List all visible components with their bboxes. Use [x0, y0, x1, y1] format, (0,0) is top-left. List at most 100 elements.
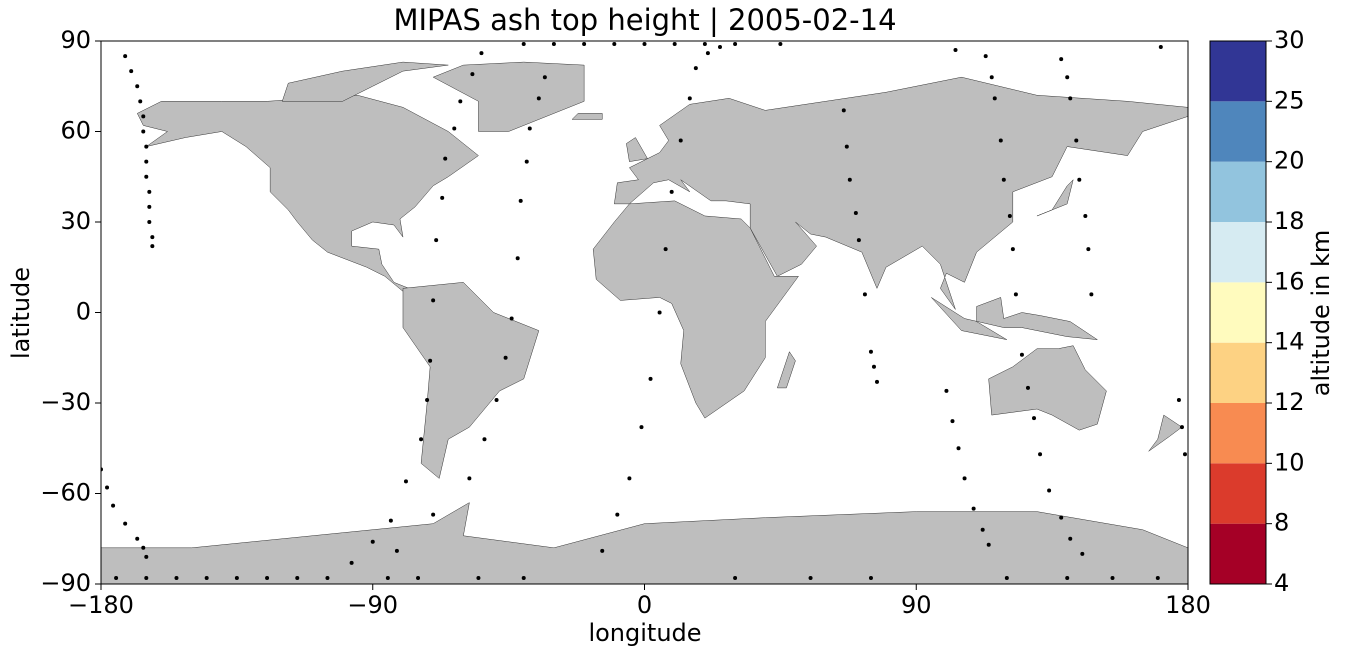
data-point — [467, 476, 472, 481]
y-tick-label: 0 — [76, 298, 91, 326]
data-point — [956, 446, 961, 451]
colorbar-tick-label: 25 — [1274, 86, 1305, 114]
data-point — [138, 99, 143, 104]
data-point — [678, 138, 683, 143]
colorbar-tick-label: 16 — [1274, 267, 1305, 295]
data-point — [642, 42, 647, 47]
data-point — [482, 437, 487, 442]
data-point — [717, 45, 722, 50]
data-point — [147, 220, 152, 224]
data-point — [1059, 57, 1064, 62]
colorbar-segment — [1210, 463, 1266, 524]
data-point — [1080, 551, 1085, 556]
colorbar-label: altitude in km — [1307, 230, 1335, 397]
data-point — [1059, 515, 1064, 520]
data-point — [147, 204, 152, 209]
data-point — [847, 177, 852, 182]
data-point — [868, 349, 873, 354]
data-point — [144, 554, 149, 559]
data-point — [1007, 213, 1012, 218]
y-tick-label: 60 — [60, 117, 91, 145]
data-point — [434, 238, 439, 243]
data-point — [944, 388, 949, 393]
data-point — [542, 75, 547, 80]
x-tick-label: 0 — [637, 591, 652, 619]
colorbar-tick-label: 12 — [1274, 388, 1305, 416]
data-point — [615, 512, 620, 517]
data-point — [111, 503, 116, 508]
data-point — [1013, 292, 1018, 297]
data-point — [853, 210, 858, 215]
data-point — [144, 159, 149, 164]
colorbar-tick-label: 20 — [1274, 147, 1305, 175]
data-point — [129, 69, 134, 74]
colorbar-segment — [1210, 161, 1266, 222]
data-point — [808, 575, 813, 580]
data-point — [953, 48, 958, 53]
data-point — [150, 235, 155, 240]
data-point — [141, 114, 146, 119]
colorbar-segment — [1210, 403, 1266, 464]
colorbar-tick-label: 10 — [1274, 448, 1305, 476]
colorbar-tick-label: 8 — [1274, 509, 1289, 537]
x-axis-label: longitude — [588, 619, 701, 647]
data-point — [962, 476, 967, 481]
colorbar-segment — [1210, 282, 1266, 343]
data-point — [370, 539, 375, 544]
data-point — [105, 485, 110, 490]
data-point — [443, 156, 448, 161]
data-point — [1089, 292, 1094, 297]
data-point — [524, 159, 529, 164]
data-point — [1065, 575, 1070, 580]
data-point — [600, 548, 605, 553]
data-point — [403, 479, 408, 484]
data-point — [669, 189, 674, 194]
data-point — [452, 126, 457, 131]
data-point — [509, 316, 514, 321]
data-point — [986, 542, 991, 547]
data-point — [980, 527, 985, 532]
data-point — [494, 397, 499, 402]
colorbar-segment — [1210, 41, 1266, 102]
data-point — [874, 379, 879, 384]
y-tick-label: 30 — [60, 207, 91, 235]
data-point — [428, 358, 433, 363]
data-point — [1001, 177, 1006, 182]
data-point — [416, 575, 421, 580]
y-tick-label: −30 — [40, 388, 91, 416]
data-point — [440, 195, 445, 200]
data-point — [295, 575, 300, 580]
colorbar-tick-label: 4 — [1274, 569, 1289, 597]
colorbar-frame — [1209, 40, 1267, 585]
colorbar-tick-label: 30 — [1274, 26, 1305, 54]
colorbar-segment — [1210, 101, 1266, 162]
y-tick-label: −90 — [40, 569, 91, 597]
data-point — [147, 189, 152, 194]
data-point — [868, 575, 873, 580]
data-point — [234, 575, 239, 580]
colorbar-segment — [1210, 222, 1266, 283]
data-point — [998, 138, 1003, 143]
data-point — [989, 75, 994, 80]
data-point — [521, 42, 526, 47]
data-point — [425, 397, 430, 402]
data-point — [1004, 575, 1009, 580]
data-point — [1010, 247, 1015, 252]
data-point — [431, 512, 436, 517]
data-point — [841, 108, 846, 113]
data-point — [144, 174, 149, 179]
data-point — [639, 425, 644, 430]
data-point — [950, 419, 955, 424]
data-point — [871, 364, 876, 369]
data-point — [479, 51, 484, 56]
data-point — [470, 72, 475, 77]
data-point — [385, 575, 390, 580]
data-point — [862, 292, 867, 297]
data-point — [733, 42, 738, 47]
data-point — [1179, 425, 1184, 430]
data-point — [1077, 177, 1082, 182]
data-point — [141, 129, 146, 134]
data-point — [123, 521, 128, 526]
data-point — [627, 476, 632, 481]
